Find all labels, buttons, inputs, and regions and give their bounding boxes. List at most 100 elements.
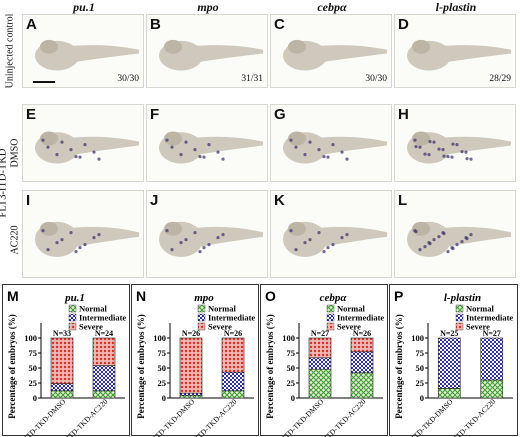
embryo-image [407,131,511,164]
stain-dot [414,145,418,149]
stain-dot [55,241,59,245]
y-axis-label: Percentage of embryos (%) [265,314,275,419]
bar-segment [350,372,374,399]
panel-count: 28/29 [489,74,511,84]
micrograph-panel: H [394,104,516,182]
x-tick-label: FLT3-ITD-TKD-DMSO [267,397,326,437]
stain-dot [216,150,220,154]
y-tick-label: 25 [287,378,296,388]
embryo-image [35,221,139,257]
bar-segment [308,337,332,359]
y-tick-label: 100 [153,333,166,343]
stain-dot [221,233,225,237]
n-label: N=25 [440,329,458,338]
y-tick-label: 75 [29,348,38,358]
stain-dot [340,150,344,154]
scale-bar [33,81,55,83]
legend-label: Severe [208,322,232,332]
bar-segment [92,337,116,366]
chart-title: cebpα [320,292,348,304]
panel-count: 31/31 [241,74,263,84]
stain-dot [216,236,220,240]
stain-dot [78,246,82,250]
micrograph-panel: E [22,104,144,182]
legend-label: Normal [337,304,365,314]
y-tick-label: 50 [29,363,38,373]
embryo-image [283,39,387,71]
micrograph-panel: L [394,190,516,278]
panel-letter: I [26,192,31,209]
stain-dot [41,138,45,142]
panel-letter: K [274,192,285,209]
stain-dot [170,248,174,252]
stain-dot [193,148,197,152]
stain-dot [179,153,183,157]
stain-dot [441,148,445,152]
stain-dot [442,154,446,158]
stain-dot [326,155,330,159]
y-tick-label: 0 [33,393,37,403]
stain-dot [418,145,422,149]
stain-dot [289,138,293,142]
column-header-lplastin: l-plastin [435,0,477,14]
bar-segment [50,390,74,399]
stain-dot [221,157,225,161]
stain-dot [423,245,427,249]
n-label: N=26 [182,329,200,338]
bar-segment [50,383,74,392]
embryo-image [283,221,387,257]
legend-label: Normal [79,304,107,314]
bar-segment [221,337,245,373]
bar-segment [350,351,374,374]
embryo-tail [187,136,263,156]
y-tick-label: 100 [282,333,295,343]
stain-dot [97,233,101,237]
row-label-ac220-text: AC220 [9,225,20,255]
y-axis-label: Percentage of embryos (%) [394,314,404,419]
stain-dot [92,236,96,240]
stain-dot [207,243,211,247]
bar-segment [308,357,332,370]
stain-dot [184,140,188,144]
embryo-image [159,131,263,164]
legend-swatch [68,322,77,331]
stain-dot [74,155,78,159]
n-label: N=26 [353,329,371,338]
stain-dot [97,157,101,161]
row-label-dmso: DMSO [8,124,22,182]
stain-dot [428,140,432,144]
stain-dot [78,155,82,159]
bar-segment [308,368,332,399]
stain-dot [331,243,335,247]
legend-label: Severe [466,322,490,332]
stain-dot [413,138,417,142]
stain-dot [460,150,464,154]
stain-dot [340,236,344,240]
y-axis-label: Percentage of embryos (%) [7,314,17,419]
legend-swatch [197,313,206,322]
legend-swatch [197,304,206,313]
stain-dot [423,152,427,156]
stain-dot [345,233,349,237]
stain-dot [83,243,87,247]
stain-dot [46,145,50,149]
stain-dot [451,142,455,146]
panel-letter: H [398,106,409,123]
bar-segment [437,337,461,389]
chart-panel-letter: O [265,288,276,304]
bar-segment [221,371,245,392]
embryo-tail [311,226,387,249]
stain-dot [446,155,450,159]
legend-swatch [68,304,77,313]
embryo-head [288,221,306,236]
legend-label: Intermediate [337,313,384,323]
embryo-image [159,221,263,257]
embryo-tail [63,226,139,249]
legend-label: Intermediate [466,313,513,323]
stain-dot [69,148,73,152]
chart-panel-letter: M [7,288,19,304]
y-tick-label: 75 [158,348,167,358]
embryo-tail [311,136,387,156]
